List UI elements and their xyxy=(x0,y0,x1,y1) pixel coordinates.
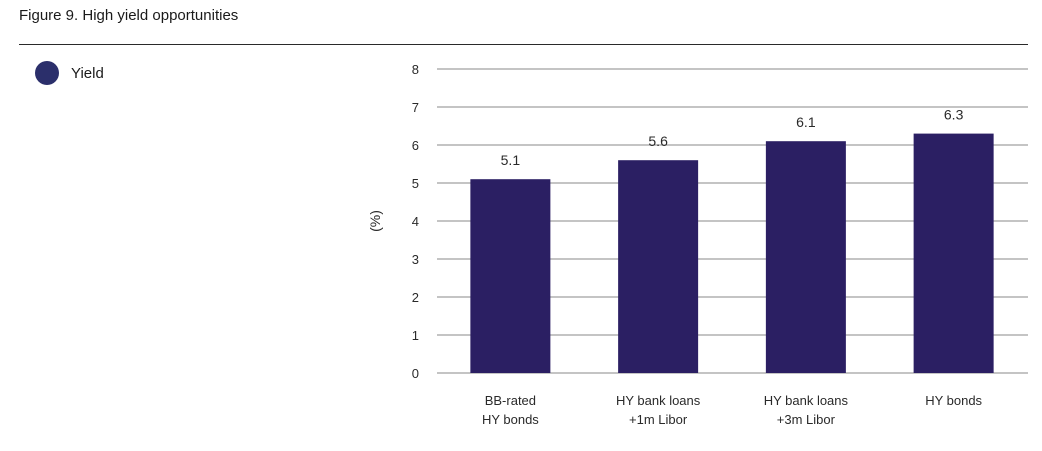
legend-swatch-yield xyxy=(35,61,59,85)
y-tick-label: 2 xyxy=(412,290,419,305)
bar xyxy=(913,133,994,373)
bar xyxy=(470,179,551,373)
bar xyxy=(618,160,699,373)
x-tick-label: HY bank loans xyxy=(764,393,849,408)
legend: Yield xyxy=(35,61,104,85)
data-label: 6.3 xyxy=(944,107,964,123)
y-tick-label: 4 xyxy=(412,214,419,229)
y-tick-label: 8 xyxy=(412,62,419,77)
title-divider xyxy=(19,44,1028,45)
x-tick-label: BB-rated xyxy=(485,393,536,408)
legend-label-yield: Yield xyxy=(71,64,104,82)
x-tick-label: HY bonds xyxy=(925,393,982,408)
x-tick-label: +3m Libor xyxy=(777,412,836,427)
y-tick-label: 0 xyxy=(412,366,419,381)
y-tick-label: 6 xyxy=(412,138,419,153)
figure-title: Figure 9. High yield opportunities xyxy=(19,7,239,24)
bar xyxy=(765,141,846,373)
data-label: 5.1 xyxy=(501,152,521,168)
y-tick-label: 1 xyxy=(412,328,419,343)
y-tick-label: 7 xyxy=(412,100,419,115)
x-tick-label: HY bank loans xyxy=(616,393,701,408)
data-label: 6.1 xyxy=(796,114,816,130)
y-axis-label: (%) xyxy=(367,210,383,232)
x-tick-label: +1m Libor xyxy=(629,412,688,427)
data-label: 5.6 xyxy=(648,133,668,149)
x-tick-label: HY bonds xyxy=(482,412,539,427)
y-tick-label: 5 xyxy=(412,176,419,191)
y-tick-label: 3 xyxy=(412,252,419,267)
